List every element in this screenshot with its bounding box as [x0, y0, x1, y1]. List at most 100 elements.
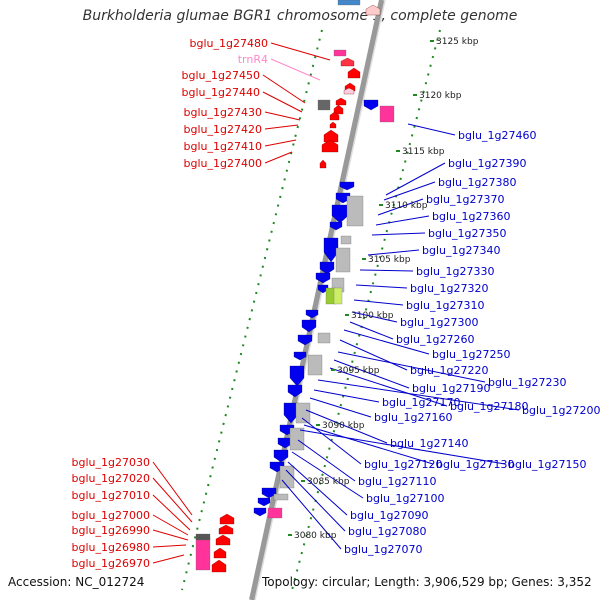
- gene-label: bglu_1g27420: [184, 123, 262, 136]
- gene-leader-line: [355, 284, 408, 289]
- gene-leader-line: [383, 181, 436, 201]
- rna-gene-glyph: [267, 507, 283, 519]
- gene-leader-line: [299, 429, 506, 465]
- gene-leader-line: [152, 514, 189, 536]
- forward-gene-glyph: [329, 121, 337, 129]
- scale-tick-label: 3105 kbp: [368, 255, 411, 265]
- gene-leader-line: [152, 544, 187, 548]
- gene-label: bglu_1g27130: [436, 458, 514, 471]
- gene-leader-line: [264, 139, 297, 147]
- gene-label: bglu_1g27160: [374, 411, 452, 424]
- reverse-gene-glyph: [301, 319, 317, 333]
- gene-leader-line: [281, 479, 342, 550]
- gene-label: bglu_1g27390: [448, 157, 526, 170]
- gene-leader-line: [329, 367, 448, 407]
- gene-leader-line: [152, 529, 189, 541]
- gene-leader-line: [262, 91, 303, 113]
- gene-label: bglu_1g26990: [72, 524, 150, 537]
- scale-tick-label: 3085 kbp: [307, 477, 350, 487]
- rna-gene-glyph: [379, 105, 395, 123]
- topology-label: Topology: circular; Length: 3,906,529 bp…: [262, 575, 592, 589]
- gene-label: bglu_1g27330: [416, 265, 494, 278]
- gene-leader-line: [297, 439, 356, 482]
- hypothetical-gene-glyph: [279, 465, 295, 489]
- gene-label: bglu_1g27300: [400, 316, 478, 329]
- rna-gene-glyph: [343, 87, 355, 95]
- gene-label: trnR4: [238, 53, 268, 66]
- gene-label: bglu_1g27170: [382, 396, 460, 409]
- reverse-gene-glyph: [283, 402, 299, 424]
- reverse-gene-glyph: [319, 261, 335, 275]
- reverse-gene-glyph: [329, 221, 343, 231]
- scale-tick-label: 3110 kbp: [385, 201, 428, 211]
- gene-leader-line: [303, 424, 434, 465]
- reverse-gene-glyph: [261, 487, 277, 499]
- gene-leader-line: [264, 124, 299, 130]
- gene-label: bglu_1g26980: [72, 541, 150, 554]
- hypothetical-gene-glyph: [346, 195, 364, 227]
- rna-gene-glyph: [195, 537, 211, 571]
- gene-leader-line: [377, 198, 424, 216]
- gene-label: bglu_1g27380: [438, 176, 516, 189]
- gene-leader-line: [407, 123, 456, 136]
- gene-leader-line: [367, 249, 420, 256]
- gene-label: bglu_1g27120: [364, 458, 442, 471]
- reverse-gene-glyph: [253, 507, 267, 517]
- gene-label: bglu_1g27410: [184, 140, 262, 153]
- gene-leader-line: [353, 299, 404, 306]
- gene-leader-line: [385, 162, 446, 196]
- gene-label: bglu_1g27190: [412, 382, 490, 395]
- gene-label: bglu_1g27110: [358, 475, 436, 488]
- chromosome-backbone: [249, 0, 385, 600]
- reverse-gene-glyph: [277, 437, 293, 449]
- gene-leader-line: [152, 461, 193, 516]
- gene-leader-line: [285, 469, 346, 532]
- hypothetical-gene-glyph: [295, 402, 311, 424]
- hypothetical-gene-glyph: [340, 235, 352, 245]
- gene-label: bglu_1g27100: [366, 492, 444, 505]
- pseudo-gene-glyph: [195, 533, 211, 541]
- gene-label: bglu_1g27310: [406, 299, 484, 312]
- page-title: Burkholderia glumae BGR1 chromosome 1, c…: [82, 8, 518, 24]
- reverse-gene-glyph: [323, 237, 339, 263]
- scale-tick-label: 3100 kbp: [351, 311, 394, 321]
- gene-label: bglu_1g27010: [72, 489, 150, 502]
- gene-label: bglu_1g27150: [508, 458, 586, 471]
- hypothetical-gene-glyph: [273, 493, 289, 501]
- rna-gene-glyph: [337, 0, 361, 6]
- reverse-gene-glyph: [317, 284, 329, 294]
- scale-tick-label: 3120 kbp: [419, 91, 462, 101]
- gene-leader-line: [264, 111, 301, 121]
- forward-gene-glyph: [323, 129, 339, 143]
- gene-leader-line: [349, 321, 394, 340]
- gene-label: bglu_1g27030: [72, 456, 150, 469]
- gene-leader-line: [270, 58, 321, 81]
- gene-label: bglu_1g27340: [422, 244, 500, 257]
- gene-leader-line: [262, 74, 306, 104]
- other-gene-glyph: [333, 287, 343, 305]
- gene-label: bglu_1g27450: [182, 69, 260, 82]
- forward-gene-glyph: [321, 139, 339, 153]
- gene-label: bglu_1g27020: [72, 472, 150, 485]
- gene-leader-line: [339, 339, 408, 371]
- pseudo-gene-glyph: [317, 99, 331, 111]
- hypothetical-gene-glyph: [317, 332, 331, 344]
- gene-leader-line: [264, 151, 293, 164]
- reverse-gene-glyph: [331, 204, 349, 224]
- gene-label: bglu_1g27430: [184, 106, 262, 119]
- gene-leader-line: [309, 397, 372, 418]
- gene-leader-line: [343, 329, 430, 355]
- gene-label: bglu_1g27350: [428, 227, 506, 240]
- forward-gene-glyph: [347, 67, 361, 79]
- forward-gene-glyph: [365, 4, 381, 16]
- hypothetical-gene-glyph: [289, 427, 305, 451]
- hypothetical-gene-glyph: [307, 354, 323, 376]
- forward-strand-guide: [181, 29, 323, 591]
- reverse-gene-glyph: [339, 181, 355, 191]
- gene-leader-line: [333, 359, 410, 389]
- forward-gene-glyph: [335, 97, 347, 106]
- gene-leader-line: [301, 417, 362, 465]
- forward-gene-glyph: [215, 534, 231, 546]
- forward-gene-glyph: [213, 547, 227, 559]
